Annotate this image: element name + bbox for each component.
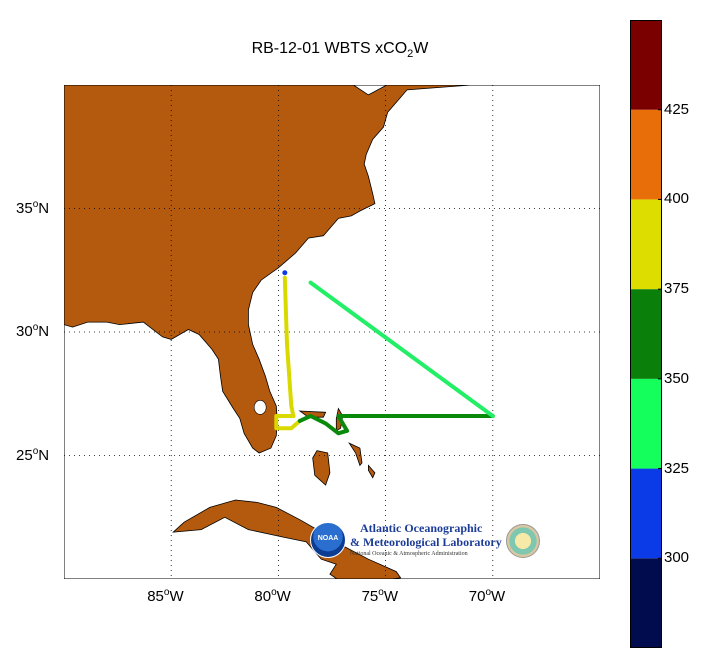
colorbar-band-1 — [630, 468, 662, 559]
x-tick-label: 80oW — [254, 587, 290, 605]
track-start-marker — [282, 270, 288, 276]
y-tick-part: 30 — [16, 323, 33, 340]
y-tick-part: N — [38, 323, 50, 340]
x-tick-part: W — [276, 588, 291, 605]
x-tick-part: 85 — [147, 588, 164, 605]
noaa-emblem: NOAA — [310, 522, 346, 558]
colorbar-label: 400 — [664, 190, 690, 208]
colorbar-label: 300 — [664, 549, 690, 567]
track-segment-2 — [297, 414, 349, 436]
track-segment-0 — [282, 275, 296, 418]
lake-okeechobee — [253, 400, 267, 415]
cat-island — [367, 464, 376, 479]
colorbar-band-6 — [630, 20, 662, 110]
title-subscript: 2 — [407, 48, 414, 61]
colorbar-band-5 — [630, 109, 662, 200]
colorbar-band-4 — [630, 199, 662, 290]
y-tick-part: N — [38, 199, 50, 217]
x-tick-part: 70 — [468, 588, 486, 605]
north-america-landmass — [64, 85, 600, 454]
logo-line-3: National Oceanic & Atmospheric Administr… — [350, 551, 468, 557]
x-tick-label: 85oW — [147, 587, 183, 605]
logo-line-1: Atlantic Oceanographic — [360, 521, 483, 535]
y-tick-part: o — [32, 445, 39, 457]
x-tick-part: o — [163, 587, 170, 598]
y-tick-part: o — [32, 322, 39, 333]
x-tick-part: W — [491, 588, 506, 605]
x-tick-part: 75 — [361, 588, 379, 605]
colorbar-label: 425 — [664, 100, 690, 118]
colorbar-border — [630, 20, 662, 648]
colorbar-label: 325 — [664, 459, 690, 477]
map-frame — [64, 85, 600, 579]
land-masses — [64, 85, 600, 579]
noaa-badge-text: NOAA — [317, 535, 339, 542]
cruise-track — [274, 270, 495, 436]
cuba-island — [172, 499, 402, 579]
y-tick-part: N — [38, 446, 50, 464]
y-tick-label: 25oN — [16, 446, 49, 464]
title-main: RB-12-01 WBTS xCO — [251, 40, 408, 57]
x-tick-part: o — [271, 587, 277, 598]
y-tick-part: 25 — [16, 446, 33, 464]
map-title: RB-12-01 WBTS xCO2W — [150, 40, 530, 60]
colorbar-band-2 — [630, 378, 662, 469]
y-tick-label: 35oN — [16, 199, 49, 217]
y-tick-part: o — [32, 198, 39, 210]
andros-island — [312, 450, 331, 486]
aoml-logo: NOAA Atlantic Oceanographic & Meteorolog… — [310, 518, 542, 564]
y-tick-label: 30oN — [16, 322, 49, 340]
track-segment-1 — [274, 414, 302, 431]
logo-line-2: & Meteorological Laboratory — [350, 535, 502, 549]
x-tick-label: 75oW — [362, 587, 398, 605]
colorbar-label: 350 — [664, 369, 690, 387]
x-tick-part: W — [383, 588, 399, 605]
track-segment-4 — [308, 280, 495, 418]
x-tick-part: W — [169, 588, 184, 605]
colorbar-band-3 — [630, 289, 662, 379]
x-tick-part: o — [378, 587, 384, 598]
x-tick-part: 80 — [254, 588, 272, 605]
aoml-emblem — [506, 524, 540, 558]
x-tick-label: 70oW — [469, 587, 505, 605]
track-segment-3 — [336, 414, 495, 433]
y-tick-part: 35 — [16, 199, 33, 217]
grand-bahama-island — [298, 410, 327, 418]
x-tick-part: o — [485, 587, 492, 598]
colorbar-band-0 — [630, 558, 662, 648]
colorbar-label: 375 — [664, 280, 690, 298]
title-tail: W — [413, 40, 429, 57]
eleuthera-island — [348, 442, 363, 467]
colorbar — [630, 20, 662, 648]
